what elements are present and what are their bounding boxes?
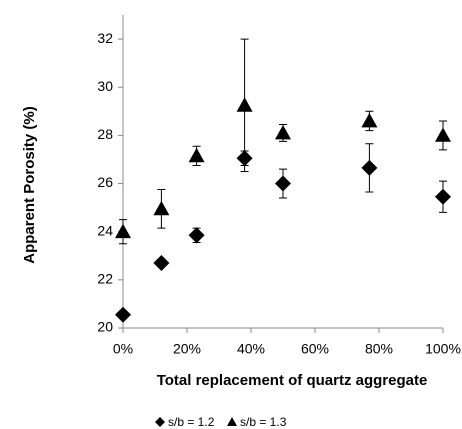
point (236, 97, 253, 112)
legend-label: s/b = 1.2 (168, 415, 215, 429)
y-tick-label: 26 (97, 174, 113, 190)
legend-marker (155, 417, 165, 427)
point (153, 200, 170, 216)
point (188, 227, 205, 244)
x-tick-label: 0% (113, 341, 133, 357)
legend-marker (227, 417, 237, 426)
point (115, 223, 131, 239)
point (275, 124, 291, 140)
point (361, 112, 378, 128)
y-tick-label: 30 (97, 78, 113, 94)
y-tick-label: 24 (97, 222, 113, 238)
legend-label: s/b = 1.3 (240, 415, 287, 429)
y-tick-label: 28 (97, 126, 113, 142)
x-tick-label: 100% (425, 341, 461, 357)
x-tick-label: 20% (173, 341, 201, 357)
x-tick-label: 40% (237, 341, 265, 357)
y-axis-title: Apparent Porosity (%) (21, 106, 38, 264)
y-tick-label: 32 (97, 30, 113, 46)
point (435, 188, 451, 205)
x-tick-label: 60% (301, 341, 329, 357)
point (188, 147, 205, 163)
y-tick-label: 20 (97, 319, 113, 335)
point (275, 175, 291, 192)
y-tick-label: 22 (97, 271, 113, 287)
point (361, 159, 378, 176)
x-tick-label: 80% (365, 341, 393, 357)
x-axis-title: Total replacement of quartz aggregate (157, 372, 428, 389)
point (115, 306, 131, 323)
point (435, 127, 451, 142)
point (153, 254, 170, 271)
